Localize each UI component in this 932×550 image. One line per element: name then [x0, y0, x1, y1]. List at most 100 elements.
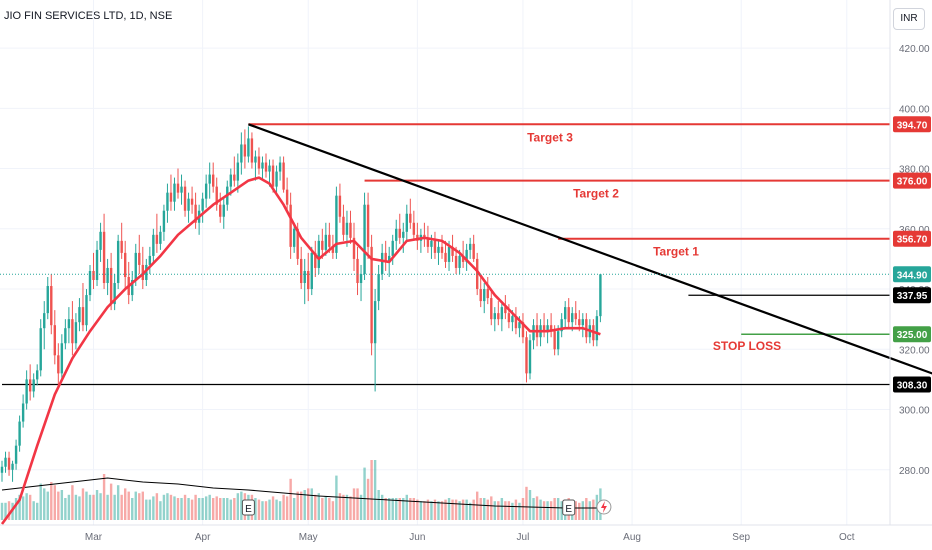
candle: [412, 222, 416, 235]
candle: [187, 198, 190, 211]
candle: [303, 270, 306, 284]
volume-bar: [285, 496, 289, 520]
volume-bar: [307, 488, 310, 520]
volume-bar: [50, 482, 53, 520]
volume-bar: [25, 493, 28, 520]
candle: [500, 307, 504, 320]
volume-bar: [349, 496, 352, 520]
candle: [310, 252, 313, 290]
volume-bar: [67, 494, 71, 520]
volume-moving-average: [1, 477, 601, 509]
price-label: 344.90: [897, 270, 928, 281]
candle: [250, 138, 254, 163]
price-axis[interactable]: 280.00300.00320.00340.00360.00380.00400.…: [0, 0, 931, 525]
volume-bar: [317, 493, 320, 520]
volume-bars: [0, 460, 602, 520]
volume-bar: [39, 483, 42, 520]
candle: [359, 273, 363, 284]
time-tick-label: Mar: [85, 532, 103, 543]
price-label: 376.00: [897, 177, 928, 188]
volume-bar: [134, 491, 137, 520]
price-label: 356.70: [897, 235, 928, 246]
candle: [373, 301, 377, 344]
volume-bar: [398, 498, 401, 520]
price-tick-label: 420.00: [899, 44, 930, 55]
price-label-box: [893, 326, 931, 343]
level-label: STOP LOSS: [713, 339, 781, 353]
candle: [219, 204, 222, 217]
candle: [542, 325, 546, 332]
volume-bar: [535, 496, 539, 520]
volume-bar: [219, 498, 222, 520]
candle: [514, 316, 518, 329]
earnings-label: E: [565, 504, 572, 515]
volume-bar: [85, 491, 88, 520]
volume-bar: [324, 496, 328, 520]
candle: [595, 316, 599, 341]
candle: [444, 252, 447, 262]
volume-bar: [542, 501, 546, 520]
candle: [204, 183, 208, 199]
volume-bar: [423, 501, 426, 520]
candle: [307, 270, 310, 290]
candle: [134, 252, 137, 281]
candle: [257, 156, 261, 169]
price-tick-label: 320.00: [899, 345, 930, 356]
candle: [85, 295, 88, 326]
candle: [335, 195, 338, 253]
candle: [4, 457, 7, 467]
candle: [391, 240, 394, 256]
price-label-box: [893, 230, 931, 247]
volume-bar: [197, 498, 201, 520]
candle: [437, 246, 440, 253]
candle: [292, 228, 296, 247]
volume-bar: [127, 491, 130, 520]
volume-bar: [57, 491, 60, 520]
candle: [321, 240, 324, 250]
volume-bar: [468, 502, 472, 520]
volume-bar: [81, 488, 85, 520]
candle: [349, 222, 352, 238]
candle: [194, 204, 197, 223]
currency-button[interactable]: INR: [893, 8, 925, 30]
candle: [461, 255, 465, 262]
level-label: Target 3: [527, 130, 573, 144]
earnings-label: E: [245, 504, 252, 515]
candle: [560, 319, 563, 332]
volume-bar: [71, 485, 74, 520]
candle: [599, 274, 602, 317]
candle: [145, 264, 148, 281]
volume-bar: [461, 499, 465, 520]
volume-bar: [578, 502, 581, 520]
volume-bar: [419, 501, 423, 520]
candle: [578, 319, 581, 326]
candle: [92, 270, 95, 281]
volume-bar: [391, 498, 394, 520]
price-label-box: [893, 287, 931, 304]
candle: [490, 298, 493, 320]
trendline[interactable]: [248, 123, 932, 432]
volume-bar: [532, 498, 535, 520]
price-label-box: [893, 116, 931, 133]
candle: [43, 313, 46, 329]
candle: [183, 186, 187, 211]
volume-bar: [486, 499, 489, 520]
volume-bar: [352, 488, 356, 520]
volume-bar: [0, 502, 4, 520]
volume-bar: [131, 498, 134, 520]
volume-bar: [574, 501, 577, 520]
volume-bar: [261, 501, 264, 520]
candle: [314, 252, 317, 268]
time-axis[interactable]: MarAprMayJunJulAugSepOctNovDec: [0, 524, 932, 543]
candle: [380, 252, 384, 274]
volume-bar: [321, 498, 324, 520]
candle: [433, 240, 437, 253]
volume-bar: [345, 494, 349, 520]
volume-bar: [490, 496, 493, 520]
candle: [468, 243, 472, 250]
candle: [176, 183, 180, 193]
candle: [278, 162, 282, 172]
volume-bar: [32, 501, 35, 520]
